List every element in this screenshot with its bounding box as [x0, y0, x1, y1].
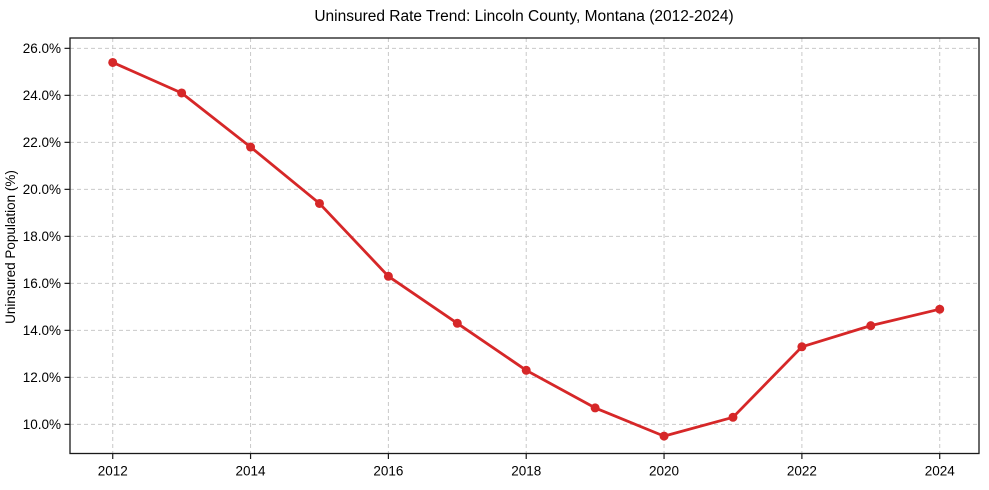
- y-tick-label: 18.0%: [23, 229, 61, 244]
- data-point: [452, 318, 462, 328]
- y-tick-label: 12.0%: [23, 370, 61, 385]
- x-tick-label: 2014: [236, 464, 267, 479]
- chart-title: Uninsured Rate Trend: Lincoln County, Mo…: [314, 8, 733, 25]
- x-tick-labels: 2012 2014 2016 2018 2020 2022 2024: [98, 464, 956, 479]
- tick-marks: [64, 47, 941, 459]
- data-point: [866, 321, 876, 331]
- x-tick-label: 2024: [925, 464, 956, 479]
- data-point: [797, 342, 807, 352]
- data-point: [314, 198, 324, 208]
- gridlines: [70, 38, 979, 454]
- x-tick-label: 2012: [98, 464, 128, 479]
- data-point: [177, 88, 187, 98]
- x-tick-label: 2020: [649, 464, 679, 479]
- y-tick-labels: 10.0% 12.0% 14.0% 16.0% 18.0% 20.0% 22.0% 24.0%…: [23, 41, 61, 432]
- plot-frame: [69, 37, 980, 455]
- axes-frame: [69, 37, 980, 455]
- y-tick-label: 16.0%: [23, 276, 61, 291]
- x-tick-label: 2022: [787, 464, 817, 479]
- y-tick-label: 10.0%: [23, 417, 61, 432]
- trend-line-series: [108, 57, 945, 441]
- data-point: [935, 304, 945, 314]
- x-tick-label: 2018: [511, 464, 541, 479]
- data-point: [521, 365, 531, 375]
- data-point: [383, 271, 393, 281]
- x-tick-label: 2016: [373, 464, 403, 479]
- y-axis-label: Uninsured Population (%): [3, 170, 18, 324]
- data-point: [108, 57, 118, 67]
- y-tick-label: 26.0%: [23, 41, 61, 56]
- y-tick-label: 24.0%: [23, 88, 61, 103]
- y-tick-label: 22.0%: [23, 135, 61, 150]
- data-point: [246, 142, 256, 152]
- data-point: [659, 431, 669, 441]
- data-point: [728, 412, 738, 422]
- y-tick-label: 14.0%: [23, 323, 61, 338]
- data-point: [590, 403, 600, 413]
- y-tick-label: 20.0%: [23, 182, 61, 197]
